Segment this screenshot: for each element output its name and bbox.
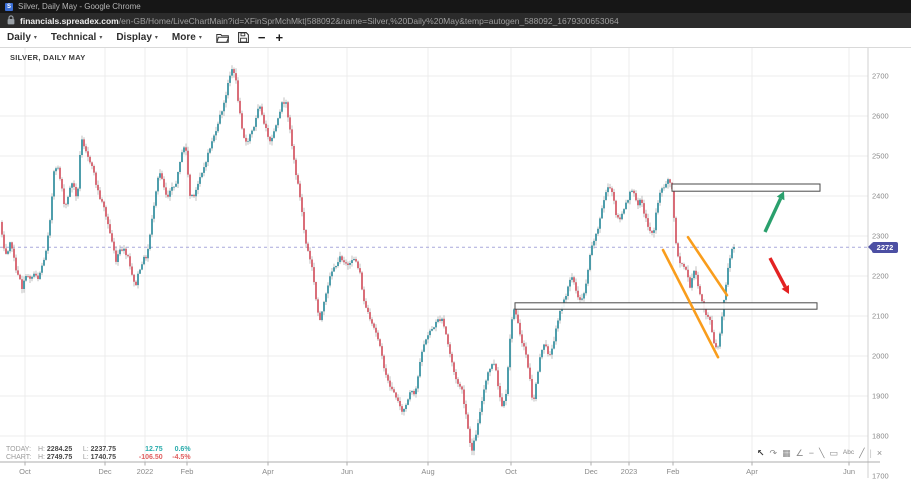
url-path: /en-GB/Home/LiveChartMain?id=XFinSprMchM…: [118, 15, 619, 26]
url-field[interactable]: financials.spreadex.com/en-GB/Home/LiveC…: [20, 16, 619, 26]
site-favicon: S: [5, 2, 13, 11]
x-axis-label: Oct: [19, 467, 32, 476]
menu-technical-label: Technical: [50, 32, 97, 43]
support-zone-box[interactable]: [514, 302, 818, 310]
orange-trendline-left[interactable]: [661, 248, 720, 359]
hline-icon[interactable]: −: [808, 448, 814, 458]
orange-trendline-right[interactable]: [686, 235, 729, 297]
chevron-down-icon: ▾: [198, 35, 202, 41]
x-axis-label: 2022: [137, 467, 154, 476]
x-axis-label: Apr: [746, 467, 758, 476]
angle-icon[interactable]: ∠: [795, 448, 804, 458]
chevron-down-icon: ▾: [33, 35, 37, 41]
y-axis-label: 2300: [872, 232, 889, 241]
chevron-down-icon: ▾: [154, 35, 158, 41]
window-title: Silver, Daily May - Google Chrome: [18, 2, 141, 11]
legend-chart-row: CHART: H: 2749.75 L: 1740.75 -106.50 -4.…: [6, 454, 191, 461]
down-candles: [1, 69, 717, 451]
today-change: 12.75: [145, 446, 163, 453]
x-axis-label: Jun: [341, 467, 353, 476]
chart-change: -106.50: [138, 454, 163, 461]
menu-daily-label: Daily: [7, 32, 31, 43]
legend-today-row: TODAY: H: 2284.25 L: 2237.75 12.75 0.6%: [6, 446, 191, 453]
ohlc-legend: TODAY: H: 2284.25 L: 2237.75 12.75 0.6% …: [6, 446, 191, 462]
y-axis-label: 2400: [872, 192, 889, 201]
x-axis-label: Dec: [98, 467, 112, 476]
x-axis-label: Apr: [262, 467, 274, 476]
chart-high: 2749.75: [46, 454, 73, 461]
trendline-icon[interactable]: ╲: [818, 448, 825, 458]
up-candles: [7, 69, 735, 451]
save-button[interactable]: [237, 32, 249, 43]
chart-low: 1740.75: [90, 454, 116, 461]
today-low: 2237.75: [90, 446, 116, 453]
y-axis-label: 2200: [872, 272, 889, 281]
x-axis-label: Feb: [667, 467, 680, 476]
y-axis-label: 2000: [872, 352, 889, 361]
y-axis-label: 1700: [872, 472, 889, 480]
url-domain: financials.spreadex.com: [20, 15, 119, 26]
x-axis-label: Aug: [421, 467, 434, 476]
close-icon[interactable]: ×: [876, 448, 883, 458]
red-down-arrow[interactable]: [768, 257, 787, 288]
candlestick-chart-canvas[interactable]: 2700 2600 2500 2400 2300 2200 2100 2000 1900 1800…: [0, 48, 911, 480]
today-change-pct: 0.6%: [174, 446, 191, 453]
green-up-arrow-head: [776, 191, 785, 201]
browser-urlbar[interactable]: financials.spreadex.com/en-GB/Home/LiveC…: [0, 13, 911, 28]
x-axis-label: 2023: [621, 467, 638, 476]
chart-instrument-title: SILVER, DAILY MAY: [10, 53, 86, 62]
menu-display[interactable]: Display ▾: [116, 32, 158, 43]
y-axis-label: 2500: [872, 152, 889, 161]
zoom-out-button[interactable]: −: [257, 29, 266, 45]
current-price-tag: 2272: [868, 241, 898, 253]
green-up-arrow[interactable]: [763, 197, 783, 233]
open-folder-button[interactable]: [216, 32, 229, 43]
x-axis-label: Feb: [181, 467, 194, 476]
menu-more-label: More: [171, 32, 196, 43]
x-axis-label: Dec: [584, 467, 598, 476]
x-axis-label: Oct: [505, 467, 518, 476]
y-axis-label: 2100: [872, 312, 889, 321]
curve-arrow-icon[interactable]: ↷: [769, 448, 778, 458]
menu-daily[interactable]: Daily ▾: [7, 32, 37, 43]
menu-technical[interactable]: Technical ▾: [51, 32, 102, 43]
y-axis-label: 2600: [872, 112, 889, 121]
cursor-icon[interactable]: ↖: [757, 448, 765, 458]
today-high: 2284.25: [46, 446, 73, 453]
save-icon: [237, 32, 249, 43]
x-axis-label: Jun: [843, 467, 855, 476]
grid-icon[interactable]: ▦: [782, 448, 791, 458]
y-axis-label: 2700: [872, 72, 889, 81]
zoom-in-button[interactable]: +: [275, 29, 284, 45]
chart-toolbar: Daily ▾ Technical ▾ Display ▾ More ▾: [0, 28, 911, 48]
chevron-down-icon: ▾: [99, 35, 103, 41]
candle-wicks: [1, 65, 735, 456]
folder-icon: [216, 34, 229, 43]
menu-display-label: Display: [116, 32, 152, 43]
lock-icon[interactable]: [7, 12, 15, 30]
y-axis-label: 1800: [872, 432, 889, 441]
text-icon[interactable]: Abc: [842, 449, 855, 456]
red-down-arrow-head: [781, 284, 789, 294]
chart-area: SILVER, DAILY MAY 2700 2600 2500 2400 2300 22…: [0, 48, 911, 480]
rectangle-icon[interactable]: ▭: [829, 448, 838, 458]
menu-more[interactable]: More ▾: [172, 32, 202, 43]
resistance-zone-box[interactable]: [671, 183, 821, 192]
y-axis-label: 1900: [872, 392, 889, 401]
browser-titlebar: S Silver, Daily May - Google Chrome: [0, 0, 911, 13]
divider: |: [869, 448, 872, 458]
drawing-toolbar: ↖ ↷ ▦ ∠ − ╲ ▭ Abc ╱ | ×: [757, 446, 882, 460]
line-icon[interactable]: ╱: [859, 448, 865, 458]
chart-change-pct: -4.5%: [172, 454, 191, 461]
